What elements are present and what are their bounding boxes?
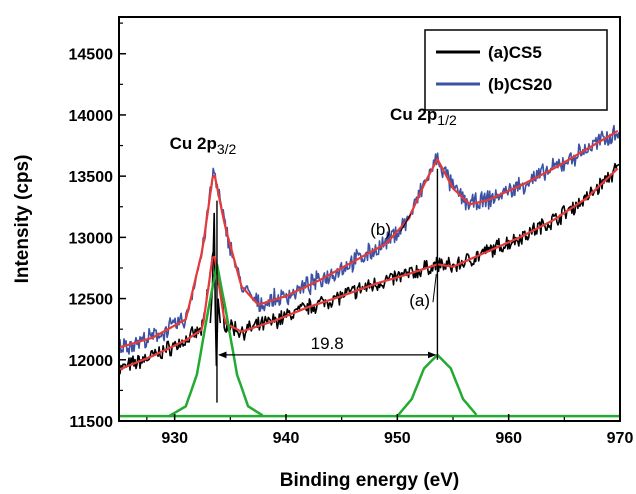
fit-curve-cs5 (119, 167, 619, 371)
fit-curve-cs20 (119, 129, 619, 349)
component-peak-2 (396, 353, 478, 417)
y-tick-label: 12500 (69, 292, 114, 309)
legend-label-cs20: (b)CS20 (488, 75, 552, 94)
series-label-b-leader (400, 213, 412, 232)
peak-label-2p3-2-sub: 3/2 (217, 141, 237, 157)
series-label-a: (a) (409, 291, 430, 310)
component-peak-1 (168, 263, 264, 418)
peak-label-2p1-2-sub: 1/2 (437, 112, 457, 128)
y-tick-label: 14000 (69, 108, 114, 125)
x-tick-label: 930 (161, 430, 188, 447)
y-tick-label: 13000 (69, 230, 114, 247)
y-tick-label: 12000 (69, 353, 114, 370)
y-tick-label: 11500 (69, 414, 113, 431)
y-tick-label: 13500 (69, 169, 114, 186)
plot-area (119, 124, 620, 418)
y-axis-title: Intensity (cps) (12, 155, 33, 284)
peak-label-2p3-2-main: Cu 2p (170, 134, 217, 153)
legend-box (424, 29, 608, 111)
x-tick-label: 940 (273, 430, 300, 447)
x-tick-label: 960 (495, 430, 522, 447)
peak-label-2p3-2: Cu 2p3/2 (170, 134, 237, 157)
legend: (a)CS5 (b)CS20 (424, 29, 608, 111)
y-axis: 11500 12000 12500 13000 13500 14000 14500 (69, 22, 126, 431)
x-axis-title: Binding energy (eV) (280, 470, 459, 491)
plot-frame (118, 16, 621, 422)
splitting-value: 19.8 (311, 334, 344, 353)
series-label-b: (b) (370, 220, 391, 239)
x-tick-label: 950 (384, 430, 411, 447)
series-cs20-raw (119, 124, 620, 355)
x-tick-label: 970 (607, 430, 634, 447)
x-axis: 930 940 950 960 970 (146, 414, 634, 447)
series-cs5-raw (119, 162, 620, 375)
series-label-a-leader (432, 274, 437, 303)
y-tick-label: 14500 (69, 47, 114, 64)
legend-label-cs5: (a)CS5 (488, 43, 542, 62)
